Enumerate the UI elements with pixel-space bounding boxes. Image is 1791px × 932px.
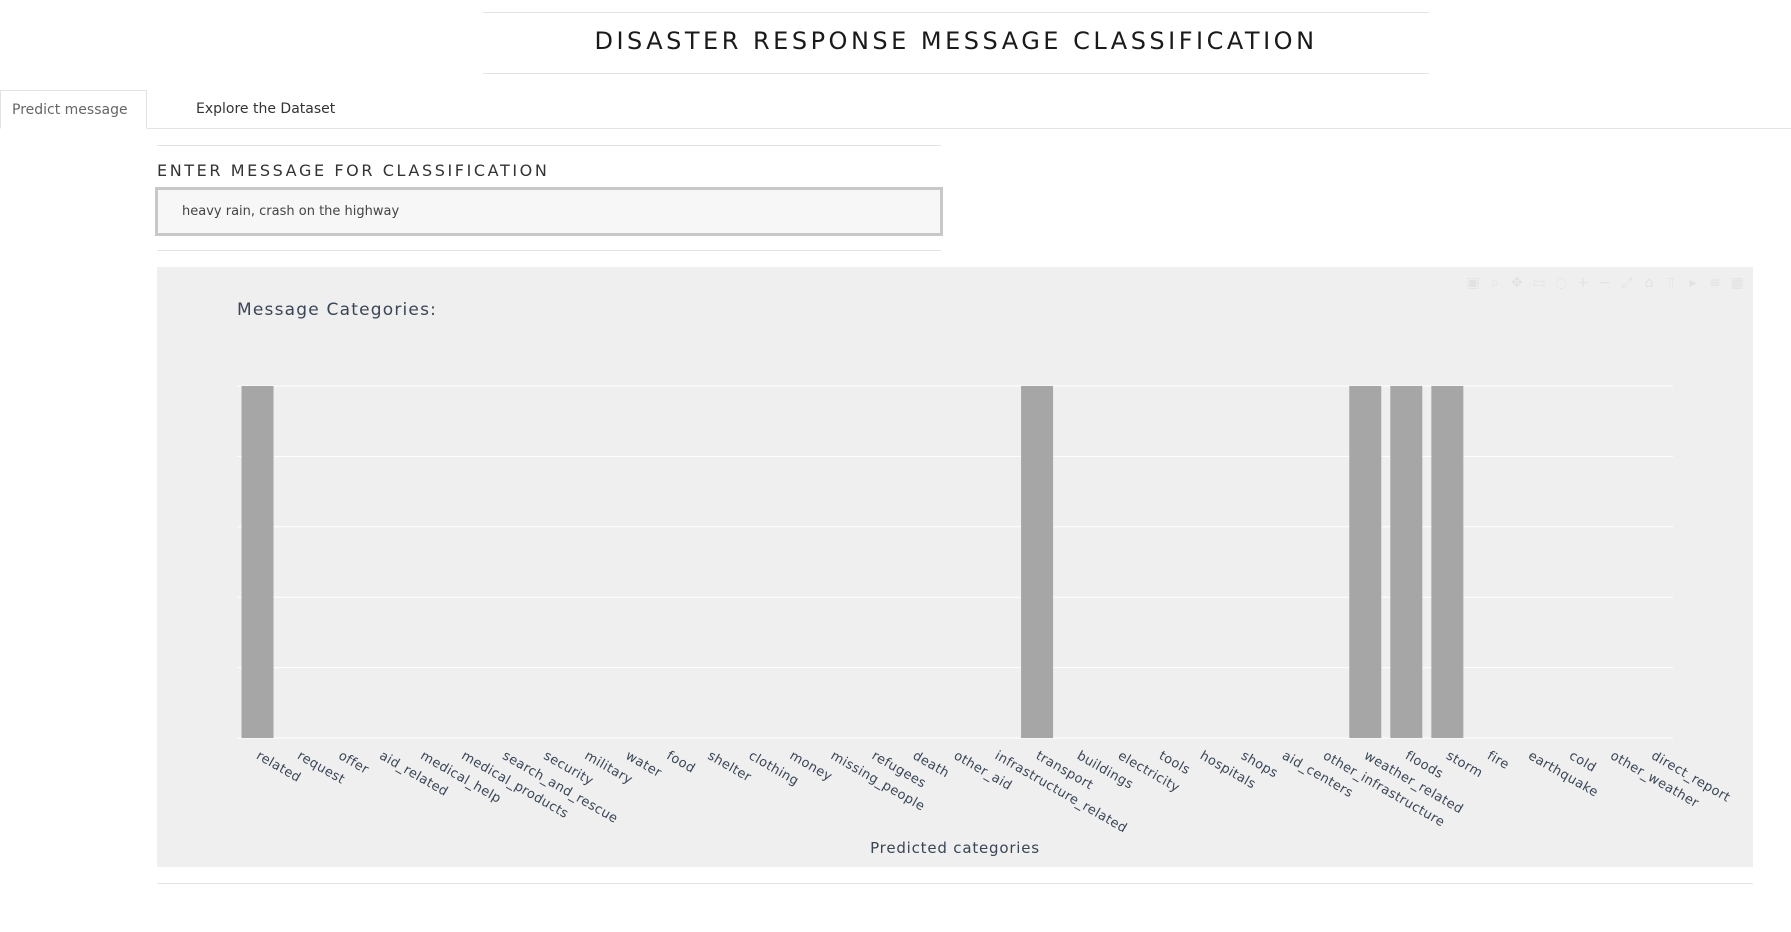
chart-panel: ▣ ⌕ ✥ ▭ ◌ + − ⤢ ⌂ ⫪ ▸ ≡ ▦ Message Categories: relate… (157, 267, 1753, 867)
reset-axes-icon[interactable]: ⌂ (1644, 275, 1654, 291)
x-axis-title: Predicted categories (870, 839, 1040, 857)
bar-floods[interactable] (1390, 386, 1423, 738)
x-tick-label: shelter (705, 748, 754, 785)
x-tick-label: storm (1443, 748, 1485, 781)
box-select-icon[interactable]: ▭ (1532, 275, 1546, 291)
autoscale-icon[interactable]: ⤢ (1621, 275, 1633, 291)
header: DISASTER RESPONSE MESSAGE CLASSIFICATION (483, 12, 1429, 74)
bar-related[interactable] (241, 386, 274, 738)
bar-weather_related[interactable] (1349, 386, 1382, 738)
plotly-logo-icon[interactable]: ▦ (1730, 275, 1744, 291)
form-top-divider (157, 145, 941, 146)
lasso-icon[interactable]: ◌ (1554, 275, 1568, 291)
bar-transport[interactable] (1021, 386, 1054, 738)
x-tick-label: related (254, 748, 304, 785)
form-bottom-divider (157, 250, 941, 251)
x-tick-label: fire (1484, 748, 1511, 772)
zoom-icon[interactable]: ⌕ (1491, 275, 1499, 291)
message-input[interactable] (155, 187, 943, 236)
tab-bar: Predict message Explore the Dataset (0, 90, 1791, 129)
chart-bottom-divider (157, 883, 1753, 884)
pan-icon[interactable]: ✥ (1511, 275, 1523, 291)
zoom-out-icon[interactable]: − (1599, 275, 1611, 291)
x-tick-label: food (664, 748, 698, 776)
hover-compare-icon[interactable]: ≡ (1709, 275, 1721, 291)
message-input-label: ENTER MESSAGE FOR CLASSIFICATION (157, 161, 550, 180)
spike-lines-icon[interactable]: ⫪ (1667, 275, 1675, 291)
tab-explore-dataset[interactable]: Explore the Dataset (196, 101, 336, 117)
hover-closest-icon[interactable]: ▸ (1689, 275, 1697, 291)
zoom-in-icon[interactable]: + (1577, 275, 1589, 291)
chart-modebar: ▣ ⌕ ✥ ▭ ◌ + − ⤢ ⌂ ⫪ ▸ ≡ ▦ (1465, 275, 1745, 291)
bar-storm[interactable] (1431, 386, 1464, 738)
page-title: DISASTER RESPONSE MESSAGE CLASSIFICATION (594, 27, 1318, 55)
camera-icon[interactable]: ▣ (1466, 275, 1480, 291)
tab-predict-message[interactable]: Predict message (0, 90, 147, 129)
chart-title: Message Categories: (237, 300, 438, 320)
